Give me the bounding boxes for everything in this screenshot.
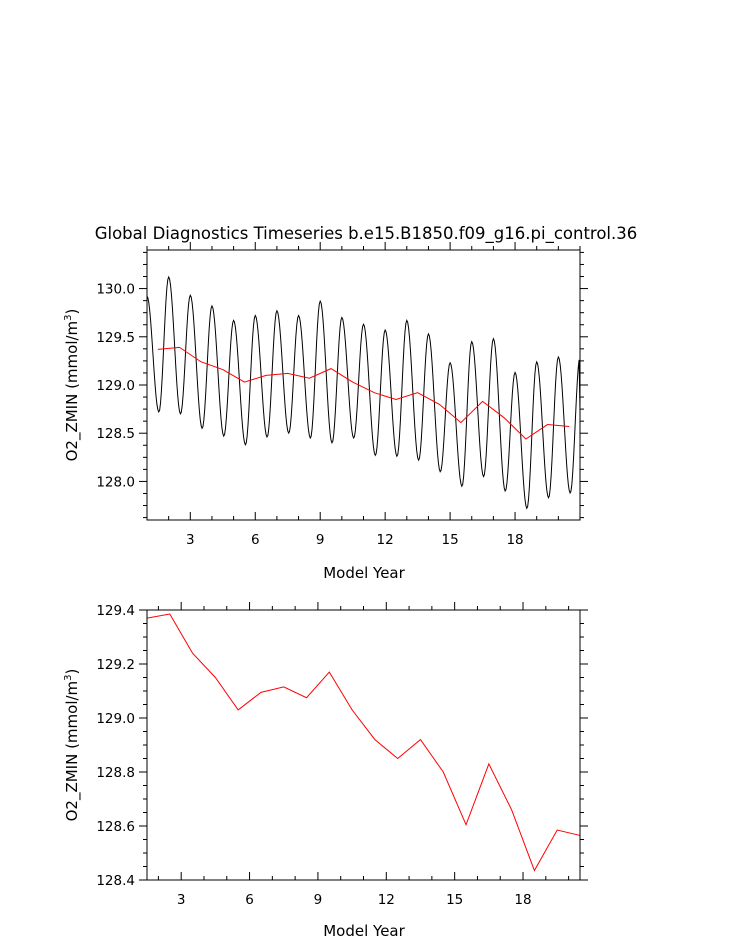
top-monthly-line [146, 275, 581, 510]
bottom-series-group [146, 613, 581, 872]
top-x-tick-label: 15 [442, 532, 459, 548]
panel-bottom-chart: 3 6 9 12 15 18128.4128.6128.8129.0129.2129.4 … [63, 602, 588, 940]
top-x-tick-label: 6 [251, 532, 260, 548]
bottom-y-axis-title: O2_ZMIN (mmol/m3) [63, 669, 82, 822]
top-y-tick-label: 128.5 [96, 426, 135, 442]
bottom-x-tick-label: 9 [314, 892, 323, 908]
bottom-y-tick-label: 128.4 [96, 873, 135, 889]
bottom-y-tick-label: 128.8 [96, 765, 135, 781]
bottom-ticks-group: 3 6 9 12 15 18 128.4 128.6 128.8 129.0 129.2 129.4 [96, 602, 588, 908]
bottom-x-axis-title: Model Year [323, 922, 405, 940]
top-annual-line [157, 346, 570, 440]
bottom-x-tick-label: 12 [378, 892, 395, 908]
top-plot-frame [146, 249, 581, 521]
bottom-y-tick-label: 128.6 [96, 819, 135, 835]
bottom-annual-line [146, 613, 581, 872]
bottom-y-tick-label: 129.4 [96, 603, 135, 619]
top-ticks-group: 3 6 9 12 15 18 128.0 128.5 129.0 129.5 130.0 [96, 242, 588, 548]
top-x-tick-label: 18 [506, 532, 523, 548]
top-x-tick-label: 3 [186, 532, 195, 548]
bottom-x-tick-label: 15 [446, 892, 463, 908]
top-x-tick-label: 9 [316, 532, 325, 548]
bottom-x-tick-label: 3 [177, 892, 186, 908]
top-series-group [146, 275, 581, 510]
top-x-tick-label: 12 [377, 532, 394, 548]
bottom-plot-frame [146, 609, 581, 881]
top-x-axis-title: Model Year [323, 564, 405, 582]
bottom-x-tick-label: 18 [514, 892, 531, 908]
top-y-tick-label: 129.0 [96, 378, 135, 394]
panel-top-chart: 3 6 9 12 15 18 128.0 128.5 129.0 129.5 130.0 Model… [63, 242, 588, 582]
top-y-tick-label: 130.0 [96, 282, 135, 298]
top-y-tick-label: 129.5 [96, 330, 135, 346]
bottom-y-tick-label: 129.2 [96, 657, 135, 673]
figure-title: Global Diagnostics Timeseries b.e15.B185… [95, 224, 638, 244]
bottom-x-tick-label: 6 [245, 892, 254, 908]
top-y-axis-title: O2_ZMIN (mmol/m3) [63, 309, 82, 462]
bottom-y-tick-label: 129.0 [96, 711, 135, 727]
top-y-tick-label: 128.0 [96, 474, 135, 490]
